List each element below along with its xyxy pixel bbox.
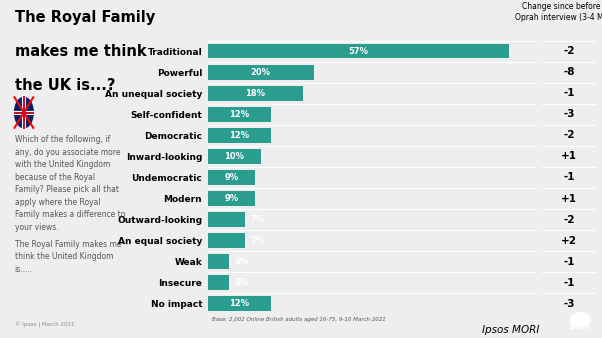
Text: +1: +1 [561,151,577,161]
Text: ipsos: ipsos [570,321,591,327]
Text: -8: -8 [563,67,575,77]
Text: The Royal Family: The Royal Family [14,10,155,25]
Text: Which of the following, if
any, do you associate more
with the United Kingdom
be: Which of the following, if any, do you a… [14,135,125,232]
Text: 18%: 18% [246,89,265,98]
Text: +2: +2 [561,236,577,246]
Text: -2: -2 [563,215,575,224]
Text: Change since before the
Oprah interview (3-4 March): Change since before the Oprah interview … [515,2,602,22]
Text: 20%: 20% [250,68,271,77]
Text: -3: -3 [563,109,575,119]
Text: 4%: 4% [234,257,249,266]
Circle shape [14,97,33,128]
Bar [208,128,271,143]
Text: Ipsos MORI: Ipsos MORI [482,325,539,335]
Text: -1: -1 [563,278,575,288]
Text: +1: +1 [561,194,577,203]
Bar [208,212,245,227]
Text: ipsos: ipsos [570,324,591,331]
Text: Base: 2,002 Online British adults aged 16-75, 9-10 March 2021: Base: 2,002 Online British adults aged 1… [212,317,385,322]
Text: 57%: 57% [349,47,368,55]
Bar [208,149,261,164]
Text: -1: -1 [563,88,575,98]
Bar [208,254,229,269]
Bar [208,275,229,290]
Text: -1: -1 [563,172,575,183]
Text: 7%: 7% [250,236,264,245]
Text: -3: -3 [563,299,575,309]
Bar [208,107,271,122]
Text: The Royal Family makes me
think the United Kingdom
is.....: The Royal Family makes me think the Unit… [14,240,121,274]
Text: 12%: 12% [229,110,249,119]
Text: -1: -1 [563,257,575,267]
Circle shape [571,313,590,327]
Text: © Ipsos | March 2021: © Ipsos | March 2021 [14,322,74,328]
Text: the UK is...?: the UK is...? [14,78,115,93]
Bar [208,44,509,58]
Text: 10%: 10% [224,152,244,161]
Bar [208,296,271,311]
Bar [208,86,303,101]
Text: 4%: 4% [234,278,249,287]
Bar [208,65,314,79]
Text: makes me think: makes me think [14,44,146,59]
Text: 12%: 12% [229,131,249,140]
Text: 7%: 7% [250,215,264,224]
Text: -2: -2 [563,46,575,56]
Text: 9%: 9% [225,194,238,203]
Bar [208,191,255,206]
Text: -2: -2 [563,130,575,140]
Text: 12%: 12% [229,299,249,308]
Bar [208,233,245,248]
Bar [208,170,255,185]
Text: 9%: 9% [225,173,238,182]
